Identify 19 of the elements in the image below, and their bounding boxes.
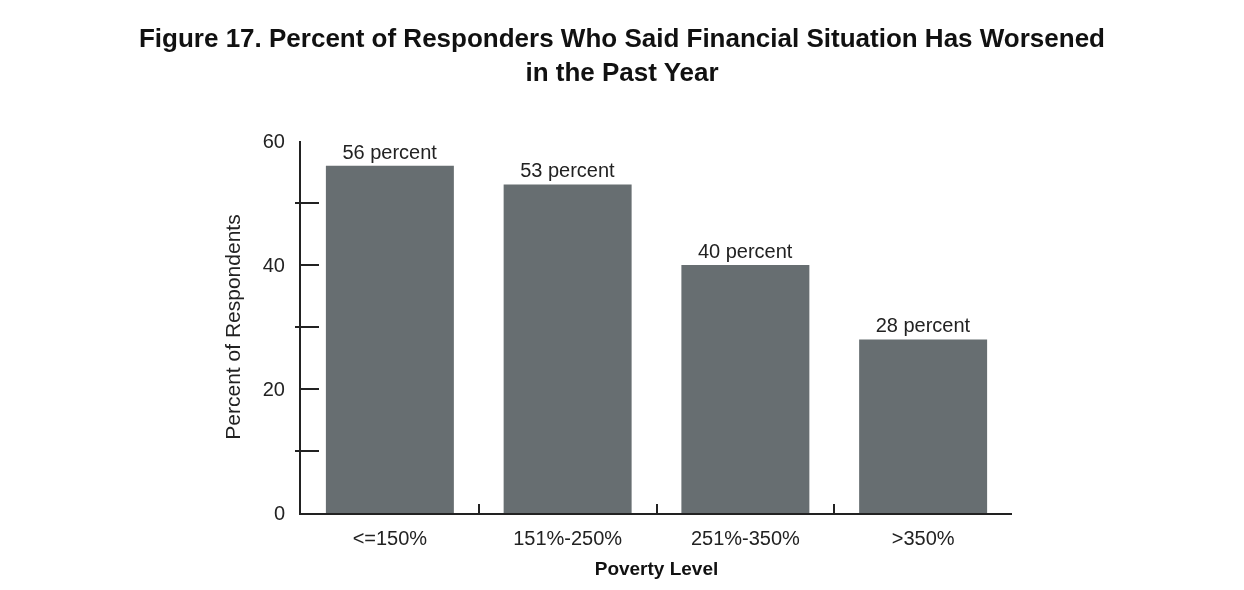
data-label: 40 percent — [697, 240, 793, 262]
data-label: 28 percent — [875, 314, 971, 337]
x-tick-label: >350% — [891, 527, 955, 549]
bar — [325, 165, 454, 513]
x-axis-title: Poverty Level — [594, 558, 719, 580]
chart-title: Figure 17. Percent of Responders Who Said Financial Situation Has Worsened in the Past Year — [138, 23, 1106, 87]
y-tick-label: 0 — [273, 502, 285, 524]
x-tick-label: <=150% — [352, 527, 428, 549]
bar — [681, 265, 810, 513]
x-tick-label: 151%-250% — [513, 527, 623, 549]
x-tick-label: 251%-350% — [690, 527, 801, 549]
data-label: 56 percent — [342, 140, 438, 163]
y-tick-label: 40 — [262, 254, 285, 276]
y-tick-label: 60 — [262, 130, 285, 152]
bar — [503, 184, 632, 513]
y-tick-label: 20 — [262, 378, 285, 400]
y-axis-title: Percent of Respondents — [221, 214, 245, 440]
bar — [859, 339, 988, 513]
data-label: 53 percent — [520, 159, 616, 182]
